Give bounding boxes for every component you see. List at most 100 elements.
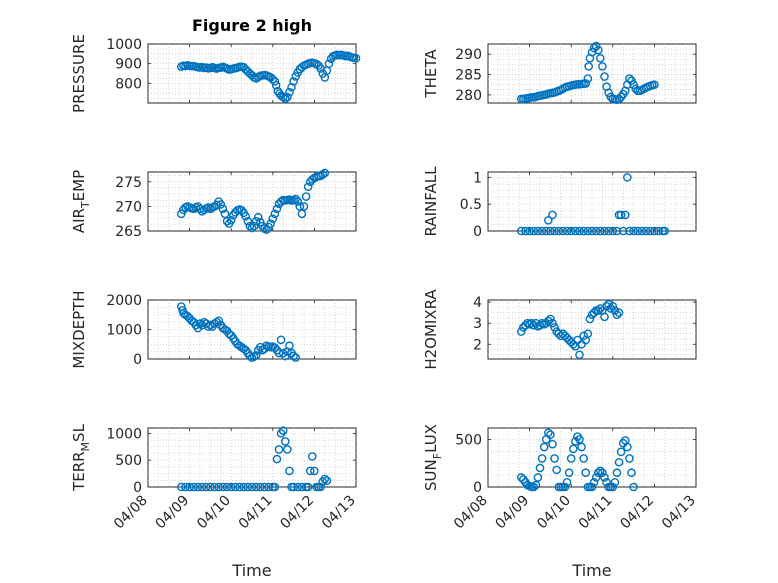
data-point	[222, 482, 232, 492]
data-point	[587, 482, 597, 492]
data-point	[285, 466, 294, 476]
y-tick-label: 0.5	[460, 197, 482, 213]
data-point	[245, 221, 255, 231]
data-point	[610, 306, 620, 315]
data-point	[627, 76, 636, 85]
data-point	[566, 226, 576, 236]
data-point	[546, 430, 555, 439]
data-point	[247, 223, 257, 233]
data-point	[579, 454, 588, 463]
data-point	[589, 477, 599, 487]
y-axis-label-rest: LUX	[422, 424, 440, 453]
data-point	[641, 226, 651, 236]
x-tick-label: 04/13	[319, 493, 359, 533]
y-tick-label: 290	[455, 47, 482, 63]
data-point	[606, 304, 616, 313]
y-tick-label: 265	[115, 224, 142, 240]
data-point	[322, 476, 332, 485]
data-point	[245, 351, 255, 361]
data-point	[548, 210, 557, 220]
data-point	[274, 445, 284, 454]
data-point	[525, 226, 534, 236]
y-tick-label: 1000	[106, 426, 142, 442]
y-tick-label: 500	[455, 432, 482, 448]
data-point	[596, 466, 605, 476]
data-point	[529, 226, 539, 236]
data-point	[562, 477, 572, 487]
x-tick-label: 04/11	[236, 493, 276, 533]
data-point	[303, 182, 313, 192]
data-point	[241, 211, 251, 221]
y-axis-label: PRESSURE	[70, 34, 88, 113]
data-point	[546, 314, 555, 324]
x-tick-label: 04/12	[277, 493, 317, 533]
data-point	[612, 226, 622, 236]
data-point	[222, 216, 232, 226]
data-point	[529, 482, 539, 492]
y-axis-label: TERRMSL	[70, 423, 92, 492]
data-point	[285, 341, 294, 351]
data-point	[214, 316, 224, 325]
data-point	[550, 454, 559, 463]
data-point	[583, 226, 593, 236]
y-axis-label-main: RAINFALL	[422, 166, 440, 237]
data-point	[637, 226, 647, 236]
data-point	[303, 482, 313, 492]
data-point	[633, 226, 643, 236]
subplot-sun-flux: 04/08 04/09 04/10 04/11 04/12 04/13 0 500 SUNFLU…	[422, 424, 699, 580]
data-point	[564, 468, 574, 478]
data-point	[608, 302, 618, 311]
data-point	[579, 226, 588, 236]
y-axis-label-main: H2OMIXRA	[422, 289, 440, 370]
data-point	[544, 428, 553, 438]
data-point	[591, 473, 601, 482]
y-axis-label-sub: F	[431, 453, 444, 459]
data-point	[278, 426, 288, 435]
data-point	[558, 226, 568, 236]
data-point	[596, 226, 605, 236]
figure-title: Figure 2 high	[192, 16, 312, 35]
y-tick-label: 285	[455, 68, 482, 84]
data-point	[616, 447, 626, 457]
data-point	[537, 226, 547, 236]
data-point	[604, 226, 613, 236]
data-point	[301, 192, 311, 201]
data-point	[583, 329, 593, 339]
data-point	[289, 351, 298, 361]
data-point	[629, 80, 638, 89]
data-point	[310, 466, 319, 476]
data-point	[581, 468, 591, 478]
data-point	[604, 299, 613, 309]
data-point	[616, 210, 626, 220]
data-point	[625, 74, 634, 83]
data-point	[614, 94, 624, 104]
data-point	[320, 168, 330, 178]
data-point	[548, 318, 557, 328]
data-point	[181, 482, 190, 492]
data-point	[206, 204, 215, 214]
data-point	[562, 226, 572, 236]
data-point	[283, 92, 292, 102]
y-axis-label: RAINFALL	[422, 166, 440, 237]
data-point	[593, 306, 603, 315]
data-point	[589, 43, 599, 53]
data-point	[193, 202, 203, 211]
data-point	[218, 204, 228, 214]
data-point	[253, 212, 263, 222]
data-point	[243, 482, 253, 492]
data-point	[280, 94, 290, 103]
data-point	[270, 77, 280, 86]
data-point	[214, 482, 224, 492]
x-tick-label: 04/10	[534, 493, 574, 533]
data-point	[220, 209, 230, 219]
data-point	[291, 353, 300, 362]
data-point	[533, 226, 543, 236]
data-point	[598, 468, 607, 478]
data-point	[593, 45, 603, 55]
data-point	[584, 62, 593, 71]
data-point	[216, 200, 226, 209]
data-point	[529, 320, 539, 330]
data-point	[568, 444, 578, 454]
data-point	[268, 214, 278, 224]
data-point	[297, 209, 307, 219]
